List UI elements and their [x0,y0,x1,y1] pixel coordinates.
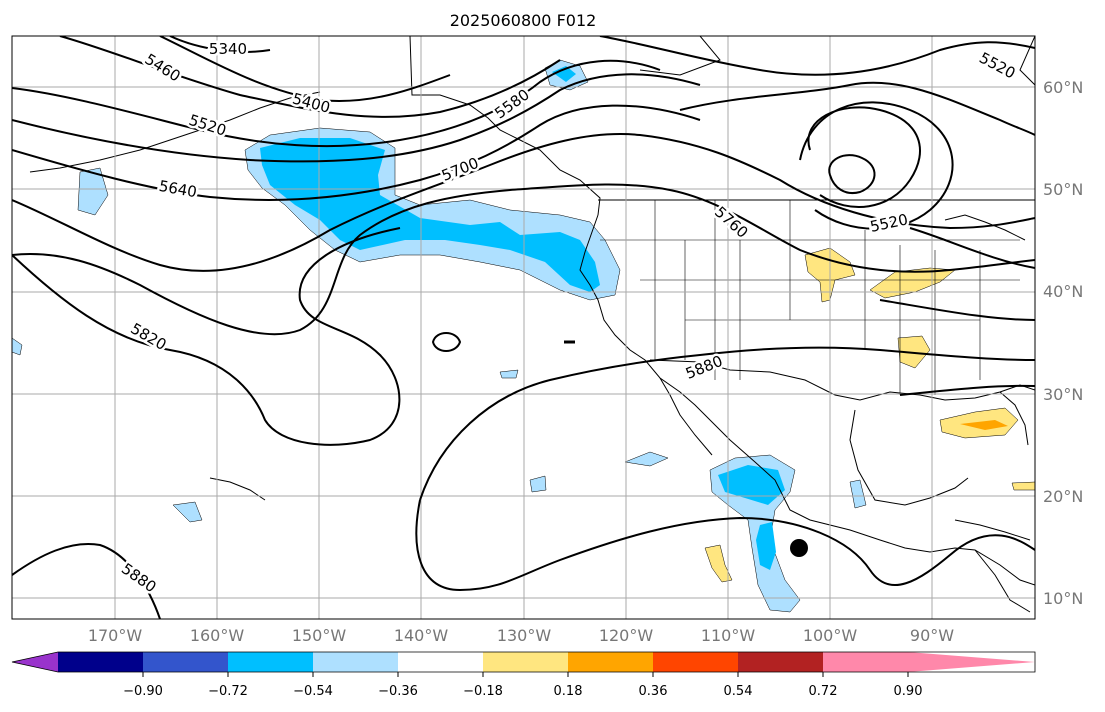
colorbar-tick-label: −0.90 [123,684,163,699]
great-lakes [944,214,1026,241]
alaska-coastline [409,36,601,216]
positive-region-pacific-mexico [704,544,733,583]
colorbar-tick-label: 0.36 [639,684,668,699]
gulf-coast [834,384,1035,401]
contour-5460 [59,36,561,118]
lat-label: 40°N [1043,282,1083,301]
contour-5880-east [899,384,1035,396]
shaded-field-layer [12,59,1035,613]
negative-region-small-1 [624,451,669,467]
graticule [12,36,1035,619]
colorbar-segment [228,652,313,672]
colorbar-tick-label: 0.90 [894,684,923,699]
contour-5760 [12,183,1035,336]
negative-region-pacific-core [260,138,600,292]
negative-region-small-6 [12,337,23,356]
colorbar-extend-min [12,652,58,672]
contour-5640 [12,104,701,201]
us-mexico-border [649,359,836,396]
colorbar-segment [653,652,738,672]
contour-closed-small [431,332,462,352]
contour-5700 [12,133,1035,272]
colorbar-tick-label: −0.18 [463,684,503,699]
lon-label: 170°W [88,626,143,645]
colorbar-segment [143,652,228,672]
lon-label: 90°W [910,626,954,645]
latitude-labels: 60°N 50°N 40°N 30°N 20°N 10°N [1043,78,1083,608]
colorbar: −0.90 −0.72 −0.54 −0.36 −0.18 0.18 0.36 … [11,651,1036,699]
lat-label: 10°N [1043,589,1083,608]
negative-region-mexico-core [718,465,785,505]
positive-region-caribbean [1011,481,1035,491]
colorbar-tick-label: 0.18 [554,684,583,699]
negative-region-small-5 [499,369,519,379]
hawaii-islands [209,477,266,501]
location-marker [790,539,808,557]
colorbar-segment [58,652,143,672]
lon-label: 120°W [599,626,654,645]
contour-5340 [169,36,271,53]
contour-east-band-2 [879,299,1035,321]
colorbar-tick-label: 0.72 [809,684,838,699]
lon-label: 100°W [803,626,858,645]
colorbar-segment [483,652,568,672]
contour-label: 5340 [209,40,247,58]
colorbar-segment [568,652,653,672]
cuba [954,519,1031,541]
map-area: 5340 5460 5400 5520 5640 5580 5700 5760 … [12,36,1035,619]
positive-region-florida-core [960,420,1008,430]
colorbar-segment [313,652,398,672]
contour-north-arc-2 [679,81,1035,136]
colorbar-tick-label: −0.54 [293,684,333,699]
longitude-labels: 170°W 160°W 150°W 140°W 130°W 120°W 110°… [88,626,954,645]
negative-region-small-4 [849,479,867,509]
height-contours [12,36,1035,619]
lat-label: 50°N [1043,180,1083,199]
lon-label: 130°W [497,626,552,645]
colorbar-ticks [142,672,909,677]
lat-label: 30°N [1043,385,1083,404]
contour-east-band-1 [909,227,1035,269]
map-title: 2025060800 F012 [450,11,597,30]
negative-region-west-pacific [77,167,109,216]
contour-5520-west [12,59,661,148]
contour-5460-east [799,101,954,230]
florida-peninsula [999,391,1029,446]
contour-5400 [159,36,451,102]
contour-5880-main [419,346,1035,501]
lon-label: 150°W [292,626,347,645]
lon-label: 110°W [701,626,756,645]
central-america [974,549,1031,613]
negative-region-mexico-core-south [756,522,776,570]
lat-label: 20°N [1043,487,1083,506]
contour-5520-inner [828,154,876,194]
contour-5880-southwest [12,543,161,619]
colorbar-segment [738,652,823,672]
map-frame [11,35,1036,620]
contour-north-arcs [599,36,1035,76]
negative-region-small-2 [172,501,203,523]
colorbar-segment [398,652,483,672]
negative-region-alaska-core [552,66,576,82]
contour-5820 [12,227,401,446]
lat-label: 60°N [1043,78,1083,97]
contour-5520-east [807,106,921,208]
lon-label: 160°W [190,626,245,645]
colorbar-tick-label: 0.54 [724,684,753,699]
gulf-of-mexico [849,409,969,506]
colorbar-segment [823,652,908,672]
colorbar-tick-label: −0.72 [208,684,248,699]
contour-5580 [12,73,701,163]
canada-north-coast [639,36,721,76]
contour-5880-lower [415,499,1035,592]
baja-peninsula [659,377,713,456]
colorbar-tick-label: −0.36 [378,684,418,699]
lon-label: 140°W [394,626,449,645]
colorbar-extend-max [908,652,1035,672]
negative-region-small-3 [529,475,547,493]
